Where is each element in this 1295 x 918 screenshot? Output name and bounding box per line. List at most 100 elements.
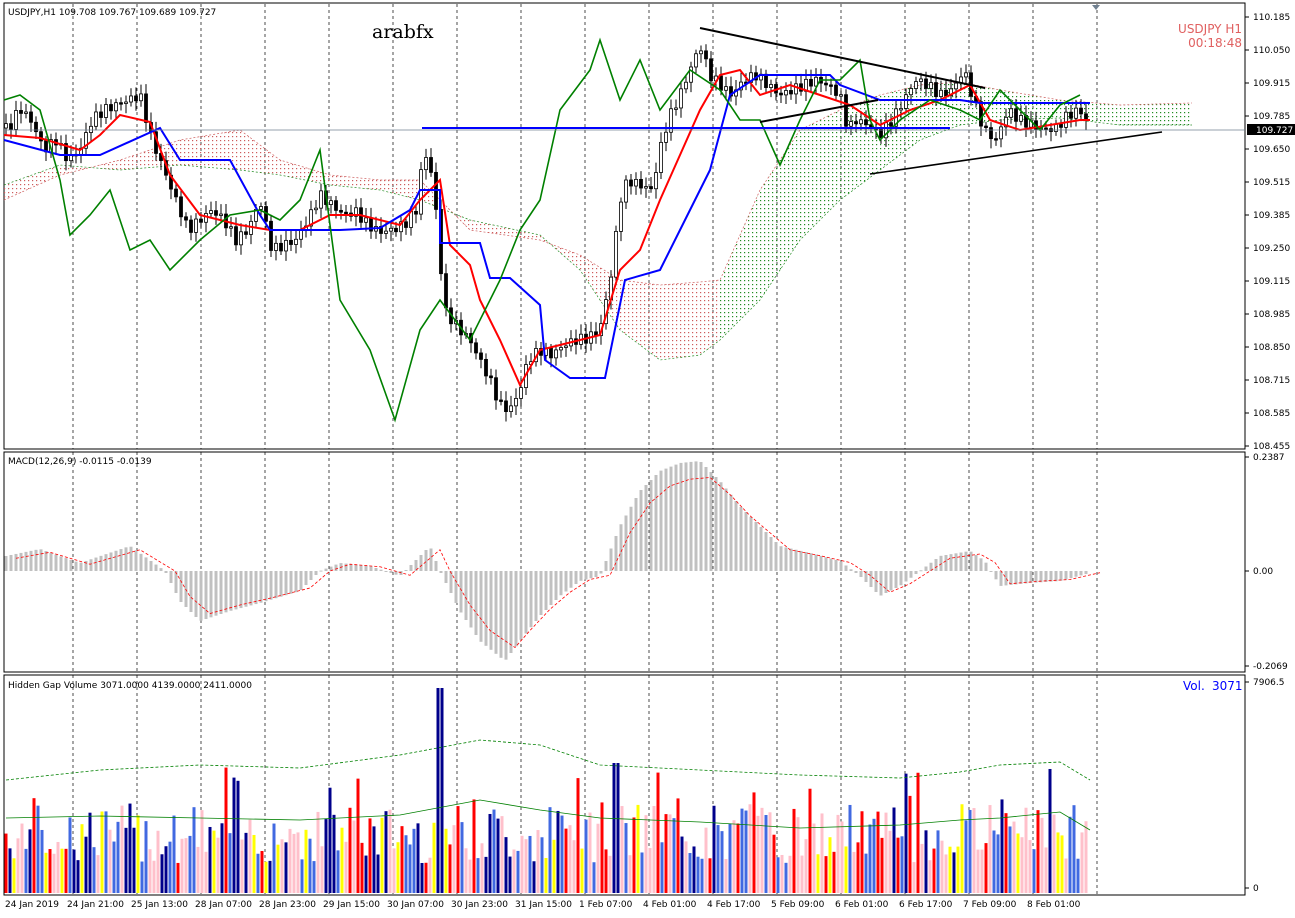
volume-bar (868, 824, 872, 893)
volume-bar (920, 843, 924, 893)
macd-hist-bar (524, 571, 528, 634)
macd-hist-bar (309, 571, 313, 580)
volume-bar (592, 862, 596, 893)
current-price-value: 109.727 (1256, 126, 1293, 136)
volume-bar (632, 817, 636, 893)
volume-bar (944, 854, 948, 893)
macd-hist-bar (464, 571, 468, 620)
candle-body (39, 131, 43, 142)
time-tick-label: 7 Feb 09:00 (963, 900, 1017, 910)
macd-hist-bar (359, 565, 363, 571)
candle-body (854, 121, 858, 125)
macd-hist-bar (119, 549, 123, 571)
volume-bar (464, 848, 468, 893)
macd-hist-bar (89, 559, 93, 571)
volume-bar (696, 856, 700, 893)
candle-body (489, 375, 493, 379)
volume-bar (1060, 835, 1064, 893)
volume-bar (124, 827, 128, 893)
volume-bar (852, 851, 856, 893)
candle-body (984, 125, 988, 128)
price-pane-frame (3, 2, 1246, 450)
volume-bar (428, 857, 432, 893)
volume-bar (392, 848, 396, 893)
macd-hist-bar (414, 560, 418, 571)
candle-body (244, 231, 248, 235)
volume-bar (880, 837, 884, 893)
candle-body (1064, 111, 1068, 128)
volume-bar (340, 827, 344, 893)
current-price-badge (1247, 124, 1295, 135)
volume-bar (1080, 832, 1084, 893)
candle-body (1074, 107, 1078, 119)
macd-hist-bar (4, 556, 8, 571)
volume-bar (628, 855, 632, 893)
macd-hist-bar (204, 571, 208, 619)
volume-tick-label: 7906.5 (1253, 678, 1285, 688)
volume-bar (528, 835, 532, 893)
volume-bar (460, 822, 464, 893)
macd-hist-bar (59, 556, 63, 571)
volume-bar (184, 838, 188, 893)
volume-bar (572, 840, 576, 893)
candle-body (629, 179, 633, 187)
macd-hist-bar (884, 571, 888, 593)
time-tick-label: 28 Jan 07:00 (195, 900, 252, 910)
volume-bar (176, 862, 180, 893)
price-tick-label: 109.785 (1253, 112, 1290, 122)
candle-body (679, 88, 683, 109)
candle-body (279, 242, 283, 252)
candle-body (404, 221, 408, 228)
macd-hist-bar (499, 571, 503, 658)
macd-hist-bar (734, 501, 738, 571)
macd-hist-bar (229, 571, 233, 611)
volume-bar (304, 829, 308, 893)
volume-bar (540, 837, 544, 893)
macd-histogram (4, 461, 1101, 660)
macd-hist-bar (844, 565, 848, 571)
volume-bar (84, 836, 88, 893)
volume-bar (848, 804, 852, 893)
macd-hist-bar (924, 566, 928, 571)
volume-bar (320, 846, 324, 893)
volume-bar (960, 804, 964, 893)
macd-hist-bar (854, 571, 858, 573)
macd-hist-bar (329, 566, 333, 571)
candle-body (29, 111, 33, 123)
volume-bar (1000, 799, 1004, 893)
shift-marker-icon[interactable] (1092, 5, 1100, 10)
candle-body (859, 119, 863, 125)
macd-hist-bar (544, 571, 548, 610)
volume-bar (276, 844, 280, 893)
macd-hist-bar (1039, 571, 1043, 583)
volume-bar (744, 810, 748, 893)
volume-bar (940, 840, 944, 893)
volume-bar (752, 792, 756, 893)
candle-body (814, 76, 818, 87)
volume-bar (876, 811, 880, 893)
candle-body (384, 230, 388, 234)
macd-hist-bar (1064, 571, 1068, 580)
macd-hist-bar (604, 561, 608, 571)
macd-hist-bar (479, 571, 483, 642)
time-tick-label: 31 Jan 15:00 (515, 900, 572, 910)
time-tick-label: 1 Feb 07:00 (579, 900, 633, 910)
macd-hist-bar (129, 546, 133, 571)
volume-bar (724, 859, 728, 893)
macd-hist-bar (749, 517, 753, 571)
candle-body (274, 242, 278, 251)
price-tick-label: 109.250 (1253, 244, 1290, 254)
volume-bar (68, 817, 72, 893)
volume-bar (788, 855, 792, 893)
volume-bar (12, 858, 16, 893)
macd-hist-bar (584, 571, 588, 580)
volume-bar (156, 830, 160, 893)
volume-bar (300, 859, 304, 893)
candle-body (829, 84, 833, 87)
macd-hist-bar (1019, 571, 1023, 584)
macd-hist-bar (319, 570, 323, 572)
candle-body (914, 81, 918, 89)
candle-body (944, 89, 948, 97)
candle-body (729, 86, 733, 97)
candle-body (719, 75, 723, 91)
